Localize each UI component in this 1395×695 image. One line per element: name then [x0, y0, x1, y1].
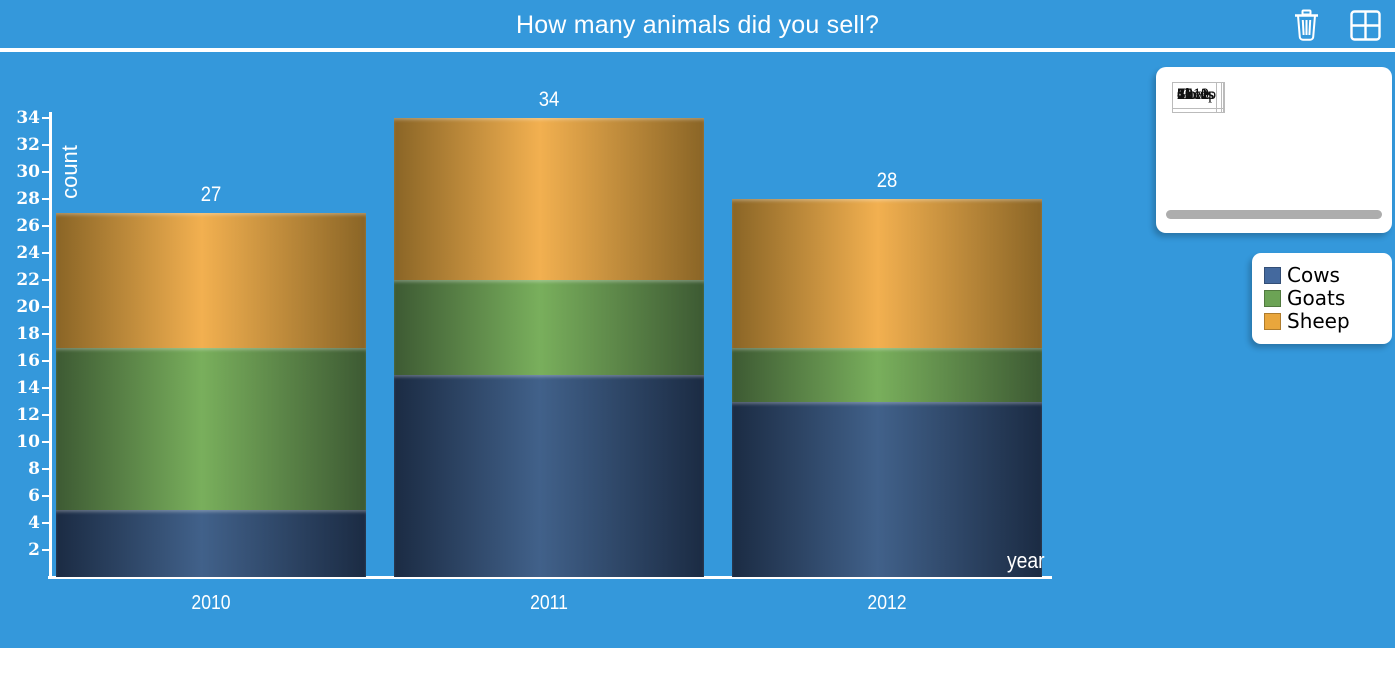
y-axis-tick-mark: [42, 279, 50, 281]
legend-label: Goats: [1287, 286, 1346, 310]
y-axis-tick-label: 4: [28, 513, 40, 533]
y-axis-tick-mark: [42, 387, 50, 389]
bar-segment-cows-2012[interactable]: [732, 401, 1042, 577]
y-axis-tick-label: 16: [16, 351, 40, 371]
chart-area: count 2 4 6 8 10 12 14 16 18 20 22 24 26 28 30 32 34 27 2…: [0, 52, 1395, 648]
y-axis-tick-mark: [42, 360, 50, 362]
y-axis-tick-label: 26: [16, 216, 40, 236]
legend-item-sheep[interactable]: Sheep: [1264, 310, 1392, 333]
bar-total-label: 27: [200, 182, 222, 206]
data-table-panel: Cows Goats Sheep 2010 5 12 10 2011 15 7 12 2012 13 4 1…: [1156, 67, 1392, 233]
bar-segment-sheep-2012[interactable]: [732, 199, 1042, 348]
page-title: How many animals did you sell?: [515, 10, 880, 39]
y-axis-tick-mark: [42, 468, 50, 470]
bar-segment-goats-2011[interactable]: [394, 280, 704, 375]
y-axis-tick-label: 8: [28, 459, 40, 479]
footer-whitespace: [0, 648, 1395, 695]
legend-swatch-goats: [1264, 290, 1281, 307]
y-axis-tick-label: 12: [16, 405, 40, 425]
legend-item-goats[interactable]: Goats: [1264, 287, 1392, 310]
bar-total-label: 34: [538, 88, 560, 111]
y-axis-tick-mark: [42, 144, 50, 146]
y-axis-tick-mark: [42, 225, 50, 227]
y-axis-tick-mark: [42, 252, 50, 254]
y-axis-tick-mark: [42, 441, 50, 443]
y-axis-tick-mark: [42, 549, 50, 551]
y-axis-tick-label: 6: [28, 486, 40, 506]
y-axis-tick-mark: [42, 522, 50, 524]
y-axis-tick-label: 30: [16, 162, 40, 182]
y-axis-tick-label: 34: [16, 108, 40, 128]
y-axis-line: [49, 112, 52, 579]
x-axis-category-label: 2011: [530, 592, 568, 614]
x-axis-line: [48, 576, 1052, 579]
y-axis-tick-label: 32: [16, 135, 40, 155]
y-axis-tick-label: 18: [16, 324, 40, 344]
header-toolbar: [1293, 0, 1381, 50]
x-axis-category-label: 2012: [867, 592, 907, 614]
legend-label: Sheep: [1287, 309, 1350, 333]
bar-segment-goats-2012[interactable]: [732, 347, 1042, 402]
legend-swatch-sheep: [1264, 313, 1281, 330]
y-axis-tick-mark: [42, 171, 50, 173]
y-axis-tick-mark: [42, 117, 50, 119]
y-axis-tick-mark: [42, 198, 50, 200]
y-axis-tick-label: 22: [16, 270, 40, 290]
legend-label: Cows: [1287, 263, 1340, 287]
layout-button[interactable]: [1350, 9, 1381, 44]
y-axis-tick-mark: [42, 306, 50, 308]
window-grid-icon: [1350, 9, 1381, 44]
x-axis-category-label: 2010: [191, 592, 231, 614]
y-axis-tick-label: 20: [16, 297, 40, 317]
bar-total-label: 28: [876, 169, 898, 192]
y-axis-tick-mark: [42, 414, 50, 416]
legend-panel: Cows Goats Sheep: [1252, 253, 1392, 344]
x-axis-title: year: [1006, 548, 1045, 573]
y-axis-tick-label: 24: [16, 243, 40, 263]
bar-segment-cows-2010[interactable]: [56, 509, 366, 577]
delete-button[interactable]: [1293, 9, 1320, 42]
legend-item-cows[interactable]: Cows: [1264, 264, 1392, 287]
bar-segment-goats-2010[interactable]: [56, 347, 366, 510]
y-axis-tick-label: 10: [16, 432, 40, 452]
y-axis-tick-label: 2: [28, 540, 40, 560]
app-header: How many animals did you sell?: [0, 0, 1395, 50]
bar-segment-cows-2011[interactable]: [394, 374, 704, 577]
bar-segment-sheep-2010[interactable]: [56, 212, 366, 348]
legend-swatch-cows: [1264, 267, 1281, 284]
trash-icon: [1293, 9, 1320, 45]
bar-segment-sheep-2011[interactable]: [394, 118, 704, 280]
y-axis-tick-mark: [42, 495, 50, 497]
y-axis-tick-mark: [42, 333, 50, 335]
y-axis-tick-label: 14: [16, 378, 40, 398]
y-axis-tick-label: 28: [16, 189, 40, 209]
table-value-cell[interactable]: 11: [1172, 82, 1225, 113]
table-scrollbar[interactable]: [1166, 210, 1382, 219]
